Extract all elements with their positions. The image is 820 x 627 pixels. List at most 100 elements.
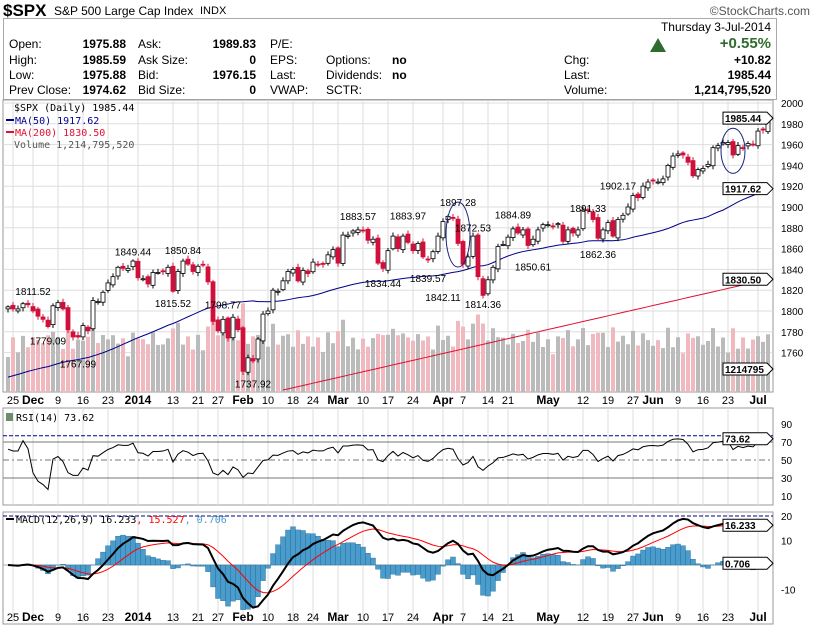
macd-histogram-bar: [365, 553, 371, 566]
macd-histogram-bar: [385, 564, 391, 579]
ma50-line: [7, 188, 769, 378]
macd-histogram-bar: [275, 544, 281, 566]
price-tick-label: 1980: [781, 120, 804, 131]
macd-histogram-bar: [80, 564, 86, 577]
candle-body: [690, 160, 696, 177]
volume-bar: [326, 332, 330, 392]
macd-histogram-bar: [670, 544, 676, 566]
volume-bar: [336, 331, 340, 392]
macd-histogram-bar: [200, 564, 206, 567]
date-tick-label: Feb: [232, 610, 253, 624]
candle-body: [720, 142, 726, 145]
candle-body: [105, 282, 111, 291]
candle-body: [60, 301, 66, 310]
candle-body: [460, 241, 466, 265]
date-tick-label: 7: [460, 612, 466, 624]
date-tick-label: 23: [102, 395, 114, 407]
volume-bar: [661, 348, 665, 392]
candle-body: [590, 211, 596, 220]
volume-bar: [71, 348, 75, 392]
quote-label: VWAP:: [270, 83, 309, 97]
candle-body: [450, 216, 456, 219]
candle-body: [570, 227, 576, 234]
macd-histogram-bar: [595, 564, 601, 566]
price-tick-label: 1780: [781, 328, 804, 339]
quote-label: EPS:: [270, 53, 298, 67]
quote-label: Last:: [270, 68, 297, 82]
macd-histogram-bar: [165, 560, 171, 566]
volume-bar: [236, 340, 240, 392]
candle-body: [545, 224, 551, 227]
date-tick-label: 25: [7, 395, 19, 407]
candle-body: [675, 153, 681, 156]
volume-bar: [616, 341, 620, 392]
candle-body: [140, 278, 146, 281]
date-tick-label: 9: [55, 612, 61, 624]
volume-bar: [276, 344, 280, 392]
volume-bar: [271, 323, 275, 392]
quote-label: Low:: [9, 68, 35, 82]
volume-bar: [226, 330, 230, 392]
volume-bar: [266, 346, 270, 392]
candle-body: [65, 307, 71, 331]
rsi-value-label-tag: [722, 432, 774, 446]
macd-signal-line: [7, 524, 769, 594]
volume-bar: [286, 334, 290, 392]
date-tick-label: Mar: [327, 393, 349, 407]
date-tick-label: Apr: [433, 393, 454, 407]
candle-body: [115, 266, 121, 277]
price-annotation: 1839.57: [410, 274, 447, 285]
candle-body: [540, 224, 546, 229]
date-tick-label: 10: [357, 612, 369, 624]
quote-value: no: [392, 53, 407, 67]
volume-bar: [566, 330, 570, 392]
volume-bar: [651, 345, 655, 392]
quote-label: SCTR:: [326, 83, 362, 97]
date-tick-label: 13: [167, 612, 179, 624]
candle-body: [575, 229, 581, 236]
date-tick-label: Dec: [22, 610, 44, 624]
candle-body: [755, 130, 761, 147]
candle-body: [465, 256, 471, 267]
date-tick-label: Dec: [22, 393, 44, 407]
date-tick-label: 16: [77, 395, 89, 407]
rsi-tick-label: 10: [781, 492, 793, 503]
stockcharts-brand[interactable]: ©StockCharts.com: [709, 4, 810, 18]
candle-body: [700, 168, 706, 172]
volume-bar: [316, 337, 320, 392]
candle-body: [500, 244, 506, 246]
candle-body: [340, 234, 346, 264]
date-tick-label: Jul: [749, 393, 766, 407]
candle-body: [145, 276, 151, 285]
macd-histogram-bar: [700, 564, 706, 568]
ma50-swatch: [6, 119, 14, 121]
volume-bar: [501, 337, 505, 392]
macd-histogram-bar: [95, 558, 101, 566]
macd-histogram-bar: [610, 564, 616, 572]
candle-body: [430, 251, 436, 260]
macd-histogram-bar: [340, 543, 346, 566]
macd-histogram-bar: [615, 564, 621, 569]
candle-body: [390, 235, 396, 250]
volume-bar: [166, 338, 170, 392]
date-tick-label: 16: [77, 612, 89, 624]
candle-body: [15, 308, 21, 312]
macd-histogram-bar: [370, 557, 376, 566]
macd-histogram-bar: [380, 564, 386, 579]
candle-body: [210, 281, 216, 322]
candle-body: [395, 236, 401, 249]
volume-bar: [486, 340, 490, 392]
macd-histogram-bar: [85, 564, 91, 576]
date-tick-label: 9: [675, 395, 681, 407]
volume-bar: [576, 339, 580, 392]
index-name: S&P 500 Large Cap Index: [54, 4, 194, 18]
candle-body: [550, 225, 556, 228]
macd-histogram-bar: [560, 561, 566, 566]
candle-body: [150, 272, 156, 286]
candle-body: [165, 266, 171, 274]
volume-bar: [341, 319, 345, 392]
volume-bar: [571, 346, 575, 392]
volume-bar: [691, 337, 695, 392]
macd-legend: MACD(12,26,9) 16.233, 15.527, 0.706: [16, 515, 227, 526]
